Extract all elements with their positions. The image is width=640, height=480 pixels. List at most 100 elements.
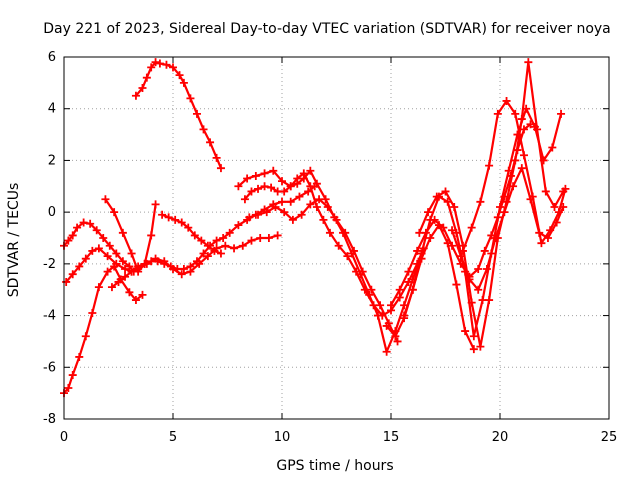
series-3 (62, 231, 282, 286)
data-point-marker (413, 246, 422, 255)
data-point-marker (434, 221, 443, 230)
data-point-marker (164, 213, 173, 222)
y-tick-label: -2 (43, 257, 56, 272)
data-point-marker (112, 249, 121, 258)
data-point-marker (334, 241, 343, 250)
data-point-marker (107, 283, 116, 292)
data-point-marker (118, 257, 127, 266)
series-track (237, 169, 423, 353)
data-point-marker (557, 109, 566, 118)
data-point-marker (426, 215, 435, 224)
data-point-marker (138, 290, 147, 299)
y-axis-label: SDTVAR / TECUs (6, 183, 22, 298)
data-point-marker (206, 138, 215, 147)
series-8 (234, 166, 426, 356)
data-point-marker (245, 213, 254, 222)
data-point-marker (112, 259, 121, 268)
data-point-marker (125, 288, 134, 297)
data-point-marker (234, 182, 243, 191)
data-point-marker (105, 241, 114, 250)
x-tick-label: 25 (601, 430, 618, 445)
data-point-marker (278, 197, 286, 206)
data-point-marker (517, 164, 526, 173)
data-point-marker (382, 321, 391, 330)
data-point-marker (458, 246, 467, 255)
data-point-marker (68, 270, 77, 279)
y-tick-label: 6 (48, 50, 56, 65)
data-point-marker (103, 267, 112, 276)
data-point-marker (203, 241, 212, 250)
data-point-marker (476, 197, 485, 206)
data-point-marker (476, 342, 485, 351)
y-tick-label: 4 (48, 102, 56, 117)
data-point-marker (373, 311, 382, 320)
data-point-marker (271, 202, 280, 211)
data-point-marker (332, 215, 341, 224)
data-point-marker (448, 241, 457, 250)
data-point-marker (500, 208, 509, 217)
data-point-marker (240, 195, 249, 204)
data-point-marker (219, 234, 228, 242)
data-point-marker (186, 94, 195, 103)
data-point-marker (190, 231, 199, 240)
data-point-marker (461, 327, 470, 336)
data-point-marker (162, 60, 171, 69)
x-axis-label: GPS time / hours (276, 458, 393, 474)
data-point-marker (203, 252, 212, 261)
data-point-marker (264, 234, 273, 242)
data-point-marker (519, 125, 528, 134)
data-point-marker (358, 267, 367, 276)
data-point-marker (177, 270, 186, 279)
data-point-marker (199, 125, 208, 134)
data-point-marker (502, 96, 511, 105)
data-point-marker (306, 166, 315, 175)
data-point-marker (121, 265, 130, 274)
data-point-marker (216, 249, 225, 258)
data-point-marker (166, 262, 175, 271)
data-point-marker (103, 252, 112, 261)
data-point-marker (118, 228, 127, 237)
data-point-marker (496, 202, 504, 211)
data-point-marker (469, 345, 478, 354)
data-point-marker (64, 383, 73, 392)
data-point-marker (450, 202, 459, 211)
data-point-marker (267, 183, 276, 192)
data-point-marker (177, 218, 186, 227)
data-point-marker (179, 265, 188, 274)
data-point-marker (101, 195, 110, 204)
data-point-marker (94, 244, 103, 253)
series-1 (60, 262, 147, 398)
data-point-marker (243, 174, 252, 183)
series-15 (382, 221, 478, 354)
data-point-marker (517, 115, 526, 124)
data-point-marker (504, 166, 513, 175)
data-point-marker (349, 246, 358, 255)
data-point-marker (81, 254, 90, 263)
data-point-marker (312, 202, 321, 211)
data-point-marker (94, 283, 103, 292)
data-point-marker (391, 332, 400, 341)
data-point-marker (142, 73, 151, 82)
data-point-marker (341, 228, 350, 237)
data-point-marker (247, 236, 256, 245)
data-point-marker (493, 109, 502, 118)
series-track (62, 265, 144, 395)
data-point-marker (269, 166, 278, 175)
data-point-marker (186, 262, 195, 271)
data-point-marker (395, 293, 404, 302)
data-point-marker (262, 208, 271, 217)
series-4 (107, 182, 319, 292)
data-point-marker (210, 246, 219, 255)
data-point-marker (448, 226, 457, 235)
data-point-marker (395, 285, 404, 294)
data-point-marker (256, 234, 265, 242)
series-7 (240, 169, 428, 320)
data-point-marker (465, 275, 474, 284)
data-point-marker (160, 259, 169, 268)
data-point-marker (554, 208, 563, 217)
data-point-marker (216, 164, 225, 173)
y-tick-label: -4 (43, 309, 56, 324)
data-point-marker (192, 109, 201, 118)
data-point-marker (452, 280, 461, 289)
series-5 (101, 195, 160, 276)
